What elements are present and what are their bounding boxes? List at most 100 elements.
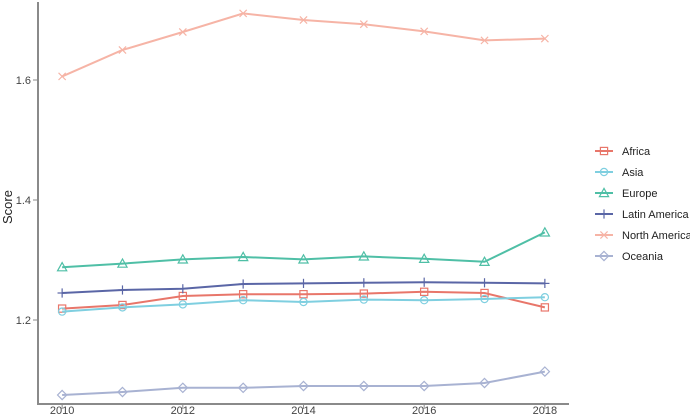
data-point-asia bbox=[238, 296, 248, 305]
data-point-north-america bbox=[420, 27, 429, 36]
x-tick-label: 2016 bbox=[412, 405, 436, 414]
data-point-asia bbox=[178, 300, 188, 309]
legend-item-europe: Europe bbox=[595, 187, 657, 200]
legend-marker-north-america bbox=[599, 230, 609, 240]
x-tick-label: 2010 bbox=[50, 405, 74, 414]
data-point-europe bbox=[116, 257, 129, 268]
axis-ticks: 2010 2012 2014 2016 2018 1.2 1.4 1.6 bbox=[16, 75, 557, 414]
data-point-asia bbox=[299, 297, 308, 307]
legend-label-asia: Asia bbox=[622, 167, 644, 179]
legend-item-north-america: North America bbox=[595, 230, 690, 242]
legend-marker-europe bbox=[598, 187, 610, 198]
series-line-asia bbox=[62, 296, 545, 313]
series-africa bbox=[57, 287, 550, 313]
data-point-africa bbox=[238, 290, 248, 299]
legend-marker-north-america-b bbox=[599, 230, 609, 240]
data-point-north-america bbox=[178, 27, 187, 37]
data-point-oceania bbox=[418, 380, 430, 392]
data-point-north-america bbox=[58, 72, 67, 81]
data-point-oceania bbox=[479, 377, 490, 389]
legend-item-asia: Asia bbox=[595, 167, 644, 179]
data-point-oceania bbox=[237, 382, 249, 394]
data-point-africa bbox=[359, 289, 369, 298]
data-point-north-america-b bbox=[58, 72, 67, 81]
data-point-europe bbox=[56, 261, 68, 272]
series-layer bbox=[56, 9, 551, 401]
data-point-north-america-b bbox=[118, 45, 127, 55]
series-asia bbox=[57, 293, 550, 316]
legend-marker-africa bbox=[599, 146, 609, 156]
series-line-europe bbox=[62, 231, 546, 269]
legend-marker-latin-america bbox=[599, 209, 609, 219]
x-tick-label: 2012 bbox=[171, 405, 195, 414]
data-point-north-america-b bbox=[178, 27, 187, 37]
series-europe bbox=[56, 226, 551, 272]
x-tick-label: 2018 bbox=[533, 405, 557, 414]
series-north-america bbox=[58, 9, 549, 81]
data-point-latin-america bbox=[298, 278, 309, 288]
data-point-europe bbox=[418, 252, 430, 263]
data-point-europe bbox=[297, 253, 310, 264]
data-point-europe bbox=[358, 250, 370, 261]
legend-item-africa: Africa bbox=[595, 146, 651, 158]
data-point-asia bbox=[540, 293, 550, 302]
data-point-africa bbox=[480, 288, 489, 298]
series-line-africa bbox=[62, 290, 546, 310]
data-point-latin-america bbox=[419, 277, 429, 287]
data-point-north-america-b bbox=[299, 15, 308, 25]
data-point-latin-america bbox=[117, 285, 128, 295]
data-point-north-america-b bbox=[359, 20, 368, 29]
series-oceania bbox=[56, 366, 551, 401]
legend-label-europe: Europe bbox=[622, 188, 657, 200]
data-point-north-america bbox=[239, 9, 248, 18]
y-tick-label: 1.6 bbox=[16, 75, 31, 87]
data-point-europe bbox=[177, 253, 189, 264]
legend-item-oceania: Oceania bbox=[595, 250, 664, 263]
data-point-north-america bbox=[359, 20, 368, 29]
data-point-asia bbox=[480, 294, 489, 304]
data-point-latin-america bbox=[57, 288, 67, 298]
legend-marker-asia bbox=[599, 167, 609, 177]
data-point-europe bbox=[478, 255, 491, 266]
legend-label-oceania: Oceania bbox=[622, 251, 664, 263]
data-point-latin-america bbox=[178, 284, 188, 294]
data-point-oceania bbox=[358, 380, 370, 392]
data-point-oceania bbox=[539, 366, 551, 378]
data-point-north-america-b bbox=[239, 9, 248, 18]
data-point-north-america bbox=[540, 34, 549, 43]
data-point-latin-america bbox=[359, 278, 369, 288]
data-point-north-america bbox=[480, 36, 489, 45]
data-point-north-america bbox=[299, 15, 308, 25]
data-point-asia bbox=[359, 295, 369, 304]
y-tick-label: 1.4 bbox=[16, 195, 31, 207]
data-point-north-america-b bbox=[420, 27, 429, 36]
data-point-africa bbox=[419, 287, 429, 297]
data-point-asia bbox=[57, 307, 67, 316]
y-axis-title: Score bbox=[0, 190, 15, 224]
legend-marker-oceania bbox=[598, 250, 610, 262]
data-point-north-america-b bbox=[540, 34, 549, 43]
data-point-north-america-b bbox=[480, 36, 489, 45]
data-point-africa bbox=[118, 300, 127, 310]
data-point-oceania bbox=[117, 386, 128, 398]
data-point-latin-america bbox=[540, 278, 550, 288]
series-line-oceania bbox=[62, 370, 546, 396]
data-point-oceania bbox=[298, 380, 309, 392]
data-point-asia bbox=[118, 303, 127, 312]
series-latin-america bbox=[57, 277, 550, 298]
series-line-north-america bbox=[61, 12, 545, 78]
y-tick-label: 1.2 bbox=[16, 315, 31, 327]
legend-label-latin-america: Latin America bbox=[622, 209, 690, 221]
data-point-latin-america bbox=[238, 279, 248, 289]
data-point-latin-america bbox=[479, 278, 490, 288]
legend-label-africa: Africa bbox=[622, 146, 651, 158]
x-tick-label: 2014 bbox=[291, 405, 315, 414]
data-point-north-america bbox=[118, 45, 127, 55]
data-point-europe bbox=[237, 251, 249, 262]
legend: Africa Asia Europe Latin America North Ameri… bbox=[595, 146, 690, 263]
data-point-asia bbox=[419, 296, 429, 305]
data-point-oceania bbox=[56, 389, 68, 401]
data-point-africa bbox=[57, 304, 67, 313]
legend-label-north-america: North America bbox=[622, 230, 690, 242]
